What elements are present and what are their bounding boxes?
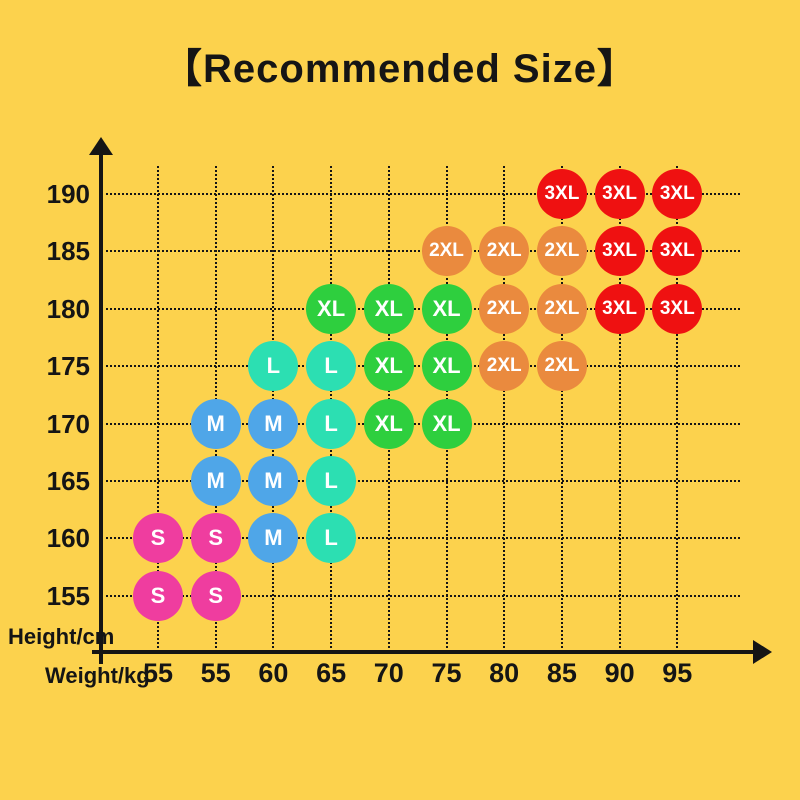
size-dot-s: S	[190, 570, 241, 621]
gridline-horizontal	[101, 307, 740, 310]
size-dot-3xl: 3XL	[652, 226, 703, 277]
gridline-horizontal	[101, 537, 740, 540]
gridline-vertical	[560, 166, 563, 652]
x-axis-line	[92, 650, 754, 654]
size-dot-2xl: 2XL	[479, 283, 530, 334]
y-axis-arrow-icon	[89, 137, 113, 155]
size-dot-3xl: 3XL	[652, 283, 703, 334]
x-tick-label: 80	[489, 658, 520, 688]
size-dot-s: S	[133, 570, 183, 621]
y-axis-line	[99, 152, 103, 664]
size-dot-3xl: 3XL	[594, 226, 645, 277]
x-axis-title: Weight/kg	[45, 663, 150, 688]
x-axis-arrow-icon	[753, 640, 772, 664]
x-tick-label: 70	[373, 658, 404, 688]
size-dot-3xl: 3XL	[594, 169, 645, 219]
size-dot-l: L	[306, 513, 357, 564]
x-tick-label: 65	[316, 658, 347, 688]
gridline-horizontal	[101, 193, 740, 195]
size-dot-3xl: 3XL	[594, 283, 645, 334]
size-dot-3xl: 3XL	[652, 169, 703, 219]
size-dot-xl: XL	[421, 283, 472, 334]
size-dot-s: S	[133, 513, 183, 564]
size-dot-xl: XL	[306, 283, 357, 334]
size-dot-2xl: 2XL	[536, 226, 587, 277]
size-dot-l: L	[306, 456, 357, 506]
size-dot-xl: XL	[363, 341, 414, 392]
gridline-horizontal	[101, 480, 740, 482]
size-dot-m: M	[248, 513, 299, 564]
size-dot-3xl: 3XL	[536, 169, 587, 219]
y-tick-label: 165	[46, 466, 90, 496]
y-tick-label: 180	[46, 293, 90, 324]
x-tick-label: 95	[662, 658, 693, 688]
gridline-vertical	[618, 166, 621, 652]
x-tick-label: 90	[604, 658, 635, 688]
x-tick-label: 55	[200, 658, 231, 688]
gridline-horizontal	[101, 422, 740, 425]
gridline-horizontal	[101, 594, 740, 597]
y-tick-label: 190	[46, 179, 90, 209]
size-dot-2xl: 2XL	[536, 283, 587, 334]
y-tick-label: 185	[46, 236, 90, 267]
gridline-vertical	[676, 166, 679, 652]
size-dot-xl: XL	[363, 398, 414, 449]
size-dot-s: S	[190, 513, 241, 564]
gridline-vertical	[157, 166, 159, 652]
size-dot-l: L	[306, 398, 357, 449]
y-tick-label: 170	[46, 408, 90, 439]
page-title: 【Recommended Size】	[162, 47, 638, 91]
size-dot-m: M	[190, 398, 241, 449]
gridline-horizontal	[101, 250, 740, 253]
x-tick-label: 55	[142, 658, 174, 688]
x-tick-label: 85	[546, 658, 577, 688]
gridline-vertical	[503, 166, 506, 652]
size-dot-xl: XL	[421, 398, 472, 449]
size-dot-m: M	[248, 398, 299, 449]
size-dot-2xl: 2XL	[536, 341, 587, 392]
size-dot-2xl: 2XL	[421, 226, 472, 277]
size-dot-l: L	[248, 341, 299, 392]
size-dot-m: M	[190, 456, 241, 506]
y-tick-label: 175	[46, 351, 90, 382]
y-tick-label: 160	[46, 523, 90, 554]
size-dot-2xl: 2XL	[479, 226, 530, 277]
y-axis-title: Height/cm	[8, 624, 115, 649]
x-tick-label: 75	[431, 658, 462, 688]
size-dot-2xl: 2XL	[479, 341, 530, 392]
x-tick-label: 60	[258, 658, 289, 688]
size-dot-l: L	[306, 341, 357, 392]
size-dot-xl: XL	[421, 341, 472, 392]
size-dot-m: M	[248, 456, 299, 506]
gridline-horizontal	[101, 365, 740, 368]
y-tick-label: 155	[46, 580, 90, 611]
size-dot-xl: XL	[363, 283, 414, 334]
